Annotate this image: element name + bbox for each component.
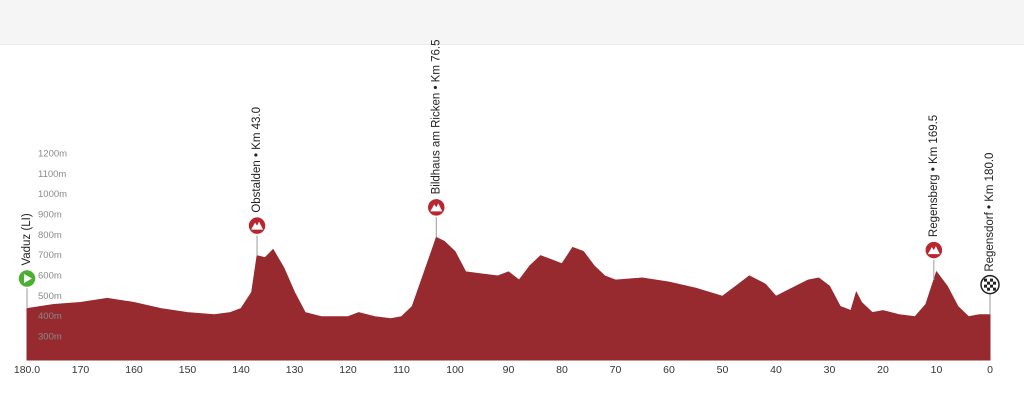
- x-tick-label: 180.0: [14, 364, 40, 376]
- y-tick-label: 800m: [38, 230, 62, 241]
- annotation-label: Vaduz (LI): [21, 213, 33, 265]
- y-tick-label: 500m: [38, 291, 62, 302]
- icon-check: [984, 284, 987, 288]
- x-tick-label: 30: [824, 364, 836, 376]
- x-tick-label: 150: [179, 364, 197, 376]
- annotation-label: Obstalden • Km 43.0: [251, 107, 263, 213]
- x-tick-label: 130: [286, 364, 304, 376]
- start-icon: [17, 268, 37, 289]
- y-tick-label: 600m: [38, 271, 62, 282]
- x-tick-label: 120: [339, 364, 357, 376]
- x-tick-label: 20: [877, 364, 889, 376]
- icon-check: [990, 278, 993, 282]
- finish-icon: [980, 274, 1000, 295]
- x-tick-label: 40: [770, 364, 782, 376]
- y-tick-label: 1000m: [38, 189, 67, 200]
- annotation-label: Bildhaus am Ricken • Km 76.5: [430, 40, 442, 195]
- x-tick-label: 90: [503, 364, 515, 376]
- x-tick-label: 160: [125, 364, 143, 376]
- elevation-area: [26, 236, 991, 361]
- y-tick-label: 400m: [38, 311, 62, 322]
- x-tick-label: 100: [446, 364, 464, 376]
- icon-check: [987, 287, 990, 291]
- y-tick-label: 1100m: [38, 169, 66, 180]
- top-band: [0, 0, 1024, 44]
- y-tick-label: 300m: [38, 332, 62, 343]
- x-tick-label: 140: [232, 364, 250, 376]
- climb-icon: [924, 240, 944, 260]
- x-tick-label: 60: [663, 364, 675, 376]
- y-tick-label: 1200m: [38, 149, 67, 160]
- icon-play: [24, 274, 32, 284]
- icon-circle: [924, 240, 944, 260]
- icon-check: [990, 284, 993, 288]
- x-tick-label: 110: [393, 364, 410, 376]
- icon-check: [987, 281, 990, 285]
- x-tick-label: 170: [72, 364, 90, 376]
- x-tick-label: 0: [987, 364, 993, 376]
- x-tick-label: 10: [931, 364, 943, 376]
- annotation-label: Regensdorf • Km 180.0: [984, 153, 996, 272]
- x-tick-label: 80: [556, 364, 568, 376]
- climb-icon: [247, 215, 267, 236]
- y-tick-label: 700m: [38, 250, 62, 261]
- icon-mountain: [430, 203, 443, 212]
- icon-mountain: [927, 246, 940, 255]
- icon-mountain: [251, 221, 264, 230]
- icon-check: [993, 281, 996, 285]
- annotation-label: Regensberg • Km 169.5: [928, 115, 940, 237]
- icon-check: [993, 287, 996, 291]
- y-tick-label: 900m: [38, 210, 62, 221]
- climb-icon: [426, 197, 447, 218]
- x-tick-label: 70: [610, 364, 622, 376]
- x-tick-label: 50: [717, 364, 729, 376]
- icon-check: [984, 278, 987, 282]
